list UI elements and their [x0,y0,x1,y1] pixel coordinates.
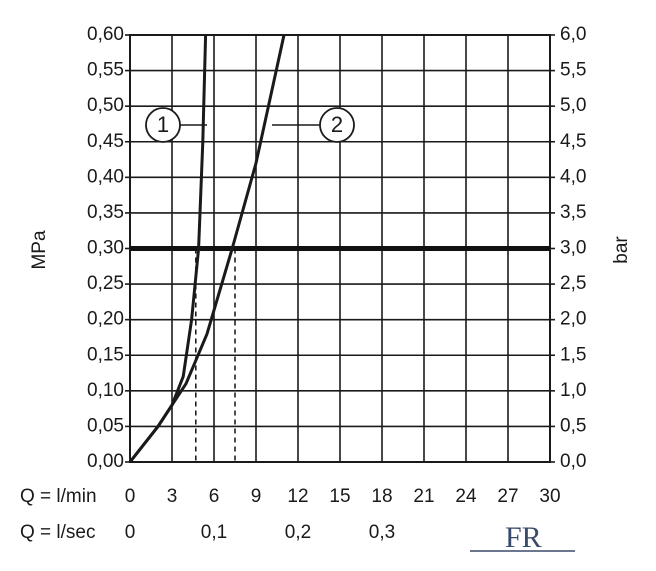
y2-axis-label: bar [611,236,632,264]
x-tick-label: 9 [251,486,262,507]
callout-circle [145,107,181,143]
x-axis-label: Q = l/min [20,486,97,507]
y2-tick-label: 4,5 [560,131,586,152]
legend-label: 1 [157,112,169,137]
y2-tick-label: 5,5 [560,60,586,81]
y-tick-label: 0,05 [87,415,124,436]
x-tick-label: 3 [167,486,178,507]
x2-axis-label: Q = l/sec [20,522,96,543]
y-tick-label: 0,55 [87,60,124,81]
y-tick-label: 0,30 [87,238,124,259]
y2-tick-label: 2,5 [560,273,586,294]
y2-tick-label: 3,5 [560,202,586,223]
y2-tick-label: 3,0 [560,238,586,259]
y-axis-label: MPa [29,230,50,270]
x-tick-label: 0 [125,486,136,507]
x-tick-label: 18 [371,486,392,507]
y2-tick-label: 0,5 [560,415,586,436]
y-tick-label: 0,45 [87,131,124,152]
legend-label: 2 [331,112,343,137]
callout-circle [319,107,355,143]
y2-tick-label: 4,0 [560,166,586,187]
x-tick-label: 30 [539,486,560,507]
y-tick-label: 0,60 [87,24,124,45]
x-tick-label: 21 [413,486,434,507]
y-tick-label: 0,00 [87,451,124,472]
y-tick-label: 0,15 [87,344,124,365]
x-tick-label: 15 [329,486,350,507]
x-tick-label: 12 [287,486,308,507]
y2-tick-label: 5,0 [560,95,586,116]
y-tick-label: 0,40 [87,166,124,187]
x2-tick-label: 0 [125,522,136,543]
y-tick-label: 0,25 [87,273,124,294]
series-line [128,34,286,463]
x2-tick-label: 0,3 [369,522,395,543]
x2-tick-label: 0,2 [285,522,311,543]
y2-tick-label: 0,0 [560,451,586,472]
y-tick-label: 0,10 [87,380,124,401]
y2-tick-label: 2,0 [560,309,586,330]
y2-tick-label: 1,5 [560,344,586,365]
x-tick-label: 24 [455,486,477,507]
y-tick-label: 0,35 [87,202,124,223]
y2-tick-label: 6,0 [560,24,586,45]
y-tick-label: 0,50 [87,95,124,116]
y2-tick-label: 1,0 [560,380,586,401]
logo: FR [505,521,542,554]
y-tick-label: 0,20 [87,309,124,330]
x-tick-label: 27 [497,486,518,507]
x2-tick-label: 0,1 [201,522,227,543]
x-tick-label: 6 [209,486,220,507]
